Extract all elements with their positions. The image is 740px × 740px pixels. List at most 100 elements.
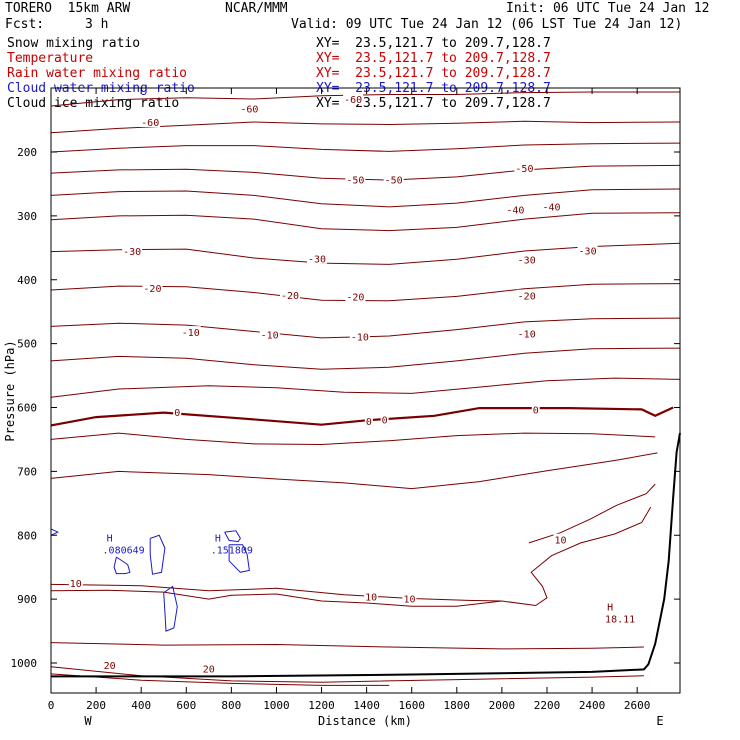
forecast-hours: 3 h <box>85 17 109 32</box>
temperature-label-bg-24 <box>68 577 83 589</box>
temperature-label-19: -10 <box>518 329 536 340</box>
model-title: TORERO 15km ARW <box>5 1 131 16</box>
y-tick-label-1: 300 <box>17 210 37 223</box>
y-tick-label-7: 900 <box>17 593 37 606</box>
x-tick-label-12: 2400 <box>579 699 606 712</box>
x-axis-label: Distance (km) <box>318 714 412 728</box>
temperature-contour-16 <box>50 164 681 181</box>
cloud-water-contour-2 <box>163 585 178 632</box>
temperature-label-18: -10 <box>351 333 369 344</box>
extremum-marker-2: H <box>607 603 613 614</box>
temperature-label-14: -20 <box>346 292 364 303</box>
x-tick-label-6: 1200 <box>308 699 335 712</box>
temperature-label-12: -20 <box>143 284 161 295</box>
cloud-water-contours <box>50 528 250 632</box>
temperature-contour-9 <box>50 377 681 398</box>
temperature-label-bg-16 <box>180 326 201 338</box>
temperature-contour-15 <box>50 188 681 208</box>
cloud-water-contour-1 <box>149 534 166 575</box>
x-axis-west-label: W <box>84 714 92 728</box>
x-tick-label-2: 400 <box>131 699 151 712</box>
x-tick-label-5: 1000 <box>263 699 290 712</box>
temperature-label-bg-7 <box>541 200 562 212</box>
temperature-label-21: 0 <box>366 417 372 428</box>
x-tick-label-8: 1600 <box>398 699 425 712</box>
extremum-value-1: .151809 <box>211 546 253 557</box>
temperature-label-bg-23 <box>531 403 540 415</box>
x-tick-label-0: 0 <box>48 699 55 712</box>
temperature-label-bg-5 <box>514 161 535 173</box>
extremum-marker-0: H <box>107 534 113 545</box>
x-tick-label-1: 200 <box>86 699 106 712</box>
temperature-label-13: -20 <box>281 291 299 302</box>
temperature-label-bg-15 <box>516 289 537 301</box>
forecast-label: Fcst: <box>5 17 45 32</box>
temperature-label-bg-4 <box>383 173 404 185</box>
temperature-contour-4 <box>50 583 502 602</box>
temperature-label-bg-9 <box>307 252 328 264</box>
cloud-water-contour-0 <box>113 556 131 575</box>
temperature-contour-18 <box>50 120 681 134</box>
x-tick-label-4: 800 <box>221 699 241 712</box>
field-name-cloud-ice: Cloud ice mixing ratio <box>7 96 180 111</box>
field-name-rain: Rain water mixing ratio <box>7 66 188 81</box>
temperature-label-4: -50 <box>385 175 403 186</box>
y-tick-label-5: 700 <box>17 465 37 478</box>
temperature-contour-8 <box>50 452 658 490</box>
temperature-contour-0 <box>50 673 390 686</box>
temperature-label-17: -10 <box>261 331 279 342</box>
temperature-contour-10 <box>50 347 681 370</box>
temperature-label-bg-6 <box>505 203 526 215</box>
temperature-label-bg-21 <box>364 414 373 426</box>
temperature-contour-1 <box>50 666 644 683</box>
y-tick-label-8: 1000 <box>11 657 38 670</box>
plot-frame <box>50 87 681 694</box>
temperature-contour-7 <box>50 406 674 427</box>
x-tick-label-11: 2200 <box>534 699 561 712</box>
extremum-value-2: 18.11 <box>605 615 635 626</box>
temperature-label-bg-28 <box>102 658 117 670</box>
field-xy-temperature: XY= 23.5,121.7 to 209.7,128.7 <box>316 51 551 66</box>
temperature-label-bg-22 <box>380 413 389 425</box>
temperature-label-8: -30 <box>123 247 141 258</box>
temperature-label-9: -30 <box>308 255 326 266</box>
temperature-label-bg-8 <box>122 245 143 257</box>
field-name-snow: Snow mixing ratio <box>7 36 141 51</box>
temperature-label-bg-2 <box>140 115 161 127</box>
field-xy-cloud-water: XY= 23.5,121.7 to 209.7,128.7 <box>316 81 551 96</box>
temperature-label-22: 0 <box>382 416 388 427</box>
extremum-value-0: .080649 <box>103 546 145 557</box>
temperature-contour-12 <box>50 283 681 302</box>
terrain-layer <box>51 432 681 678</box>
valid-time: Valid: 09 UTC Tue 24 Jan 12 (06 LST Tue … <box>291 17 683 32</box>
y-tick-label-3: 500 <box>17 338 37 351</box>
extremum-marker-1: H <box>215 534 221 545</box>
temperature-label-25: 10 <box>365 593 377 604</box>
init-time: Init: 06 UTC Tue 24 Jan 12 <box>506 1 710 16</box>
temperature-label-28: 20 <box>104 661 116 672</box>
temperature-contour-5 <box>528 483 656 544</box>
org-label: NCAR/MMM <box>225 1 288 16</box>
field-xy-snow: XY= 23.5,121.7 to 209.7,128.7 <box>316 36 551 51</box>
y-tick-label-2: 400 <box>17 274 37 287</box>
temperature-label-bg-13 <box>279 289 300 301</box>
field-name-temperature: Temperature <box>7 51 94 66</box>
temperature-label-6: -40 <box>506 205 524 216</box>
temperature-label-2: -60 <box>141 118 159 129</box>
x-tick-label-9: 1800 <box>444 699 471 712</box>
temperature-label-10: -30 <box>518 255 536 266</box>
cloud-water-contour-5 <box>50 528 59 536</box>
field-xy-cloud-ice: XY= 23.5,121.7 to 209.7,128.7 <box>316 96 551 111</box>
temperature-contour-13 <box>50 242 681 265</box>
x-tick-label-3: 600 <box>176 699 196 712</box>
temperature-label-bg-19 <box>516 327 537 339</box>
temperature-label-bg-18 <box>349 330 370 342</box>
x-tick-label-10: 2000 <box>489 699 516 712</box>
temperature-label-bg-26 <box>402 592 417 604</box>
temperature-contour-17 <box>50 142 681 153</box>
cloud-water-contour-3 <box>224 530 241 543</box>
temperature-contour-3 <box>50 506 652 607</box>
temperature-label-bg-1 <box>239 102 260 114</box>
temperature-label-bg-17 <box>259 328 280 340</box>
temperature-label-1: -60 <box>240 105 258 116</box>
